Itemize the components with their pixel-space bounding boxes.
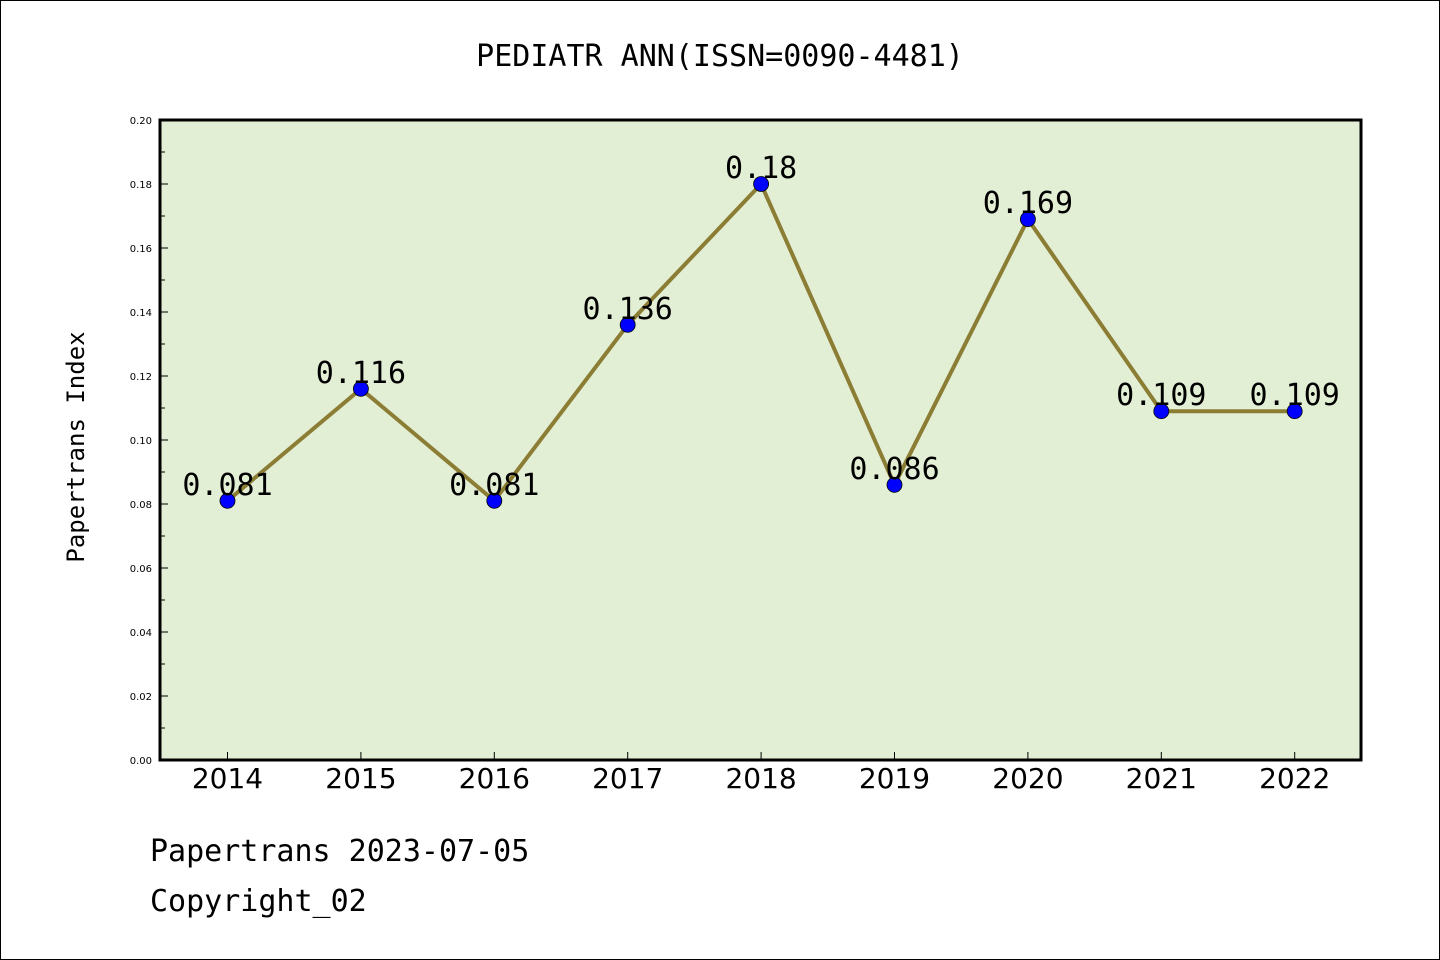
x-tick-label: 2021 <box>1126 762 1197 795</box>
x-tick-label: 2022 <box>1259 762 1330 795</box>
y-tick-label: 0.14 <box>130 308 152 319</box>
data-label: 0.081 <box>182 468 272 503</box>
footer-copyright: Copyright_02 <box>150 884 367 919</box>
y-tick-label: 0.16 <box>130 244 152 255</box>
data-point <box>1020 211 1036 228</box>
data-label: 0.109 <box>1250 378 1340 413</box>
y-tick-label: 0.12 <box>130 372 152 383</box>
x-tick-label: 2018 <box>725 762 796 795</box>
series-layer <box>219 176 1303 509</box>
data-label: 0.081 <box>449 468 539 503</box>
x-tick-label: 2020 <box>992 762 1063 795</box>
y-axis: 0.00 0.02 0.04 0.06 0.08 0.10 0.12 0.14 0.16 0.18… <box>130 116 168 767</box>
data-point <box>486 492 503 509</box>
x-tick-label: 2019 <box>859 762 930 795</box>
y-tick-label: 0.06 <box>130 564 152 575</box>
x-tick-label: 2016 <box>459 762 530 795</box>
data-point <box>352 380 369 397</box>
y-tick-label: 0.04 <box>130 628 152 639</box>
data-label: 0.116 <box>316 356 406 391</box>
chart-title: PEDIATR ANN(ISSN=0090-4481) <box>476 39 964 74</box>
y-tick-label: 0.08 <box>130 500 152 511</box>
data-label-layer: 0.081 0.116 0.081 0.136 0.18 0.086 0.169 0.109 0… <box>182 151 1340 503</box>
y-tick-label: 0.20 <box>130 116 152 127</box>
y-tick-label: 0.02 <box>130 692 152 703</box>
y-tick-label: 0.18 <box>130 180 152 191</box>
data-point <box>886 476 903 493</box>
data-point <box>1286 403 1303 420</box>
data-point <box>219 492 236 509</box>
data-label: 0.169 <box>983 186 1073 221</box>
data-point <box>1153 403 1170 420</box>
x-tick-label: 2017 <box>592 762 663 795</box>
y-tick-label: 0.00 <box>130 756 152 767</box>
data-label: 0.136 <box>583 292 673 327</box>
data-label: 0.086 <box>849 452 939 487</box>
data-point <box>619 316 636 333</box>
x-axis: 2014 2015 2016 2017 2018 2019 2020 2021 2022 <box>192 752 1330 795</box>
footer-date: Papertrans 2023-07-05 <box>150 834 530 869</box>
y-tick-label: 0.10 <box>130 436 152 447</box>
x-tick-label: 2015 <box>325 762 396 795</box>
x-tick-label: 2014 <box>192 762 263 795</box>
data-label: 0.109 <box>1116 378 1206 413</box>
y-axis-label: Papertrans Index <box>62 331 90 562</box>
plot-area <box>158 118 1363 762</box>
data-point <box>753 176 769 192</box>
data-label: 0.18 <box>725 151 797 186</box>
